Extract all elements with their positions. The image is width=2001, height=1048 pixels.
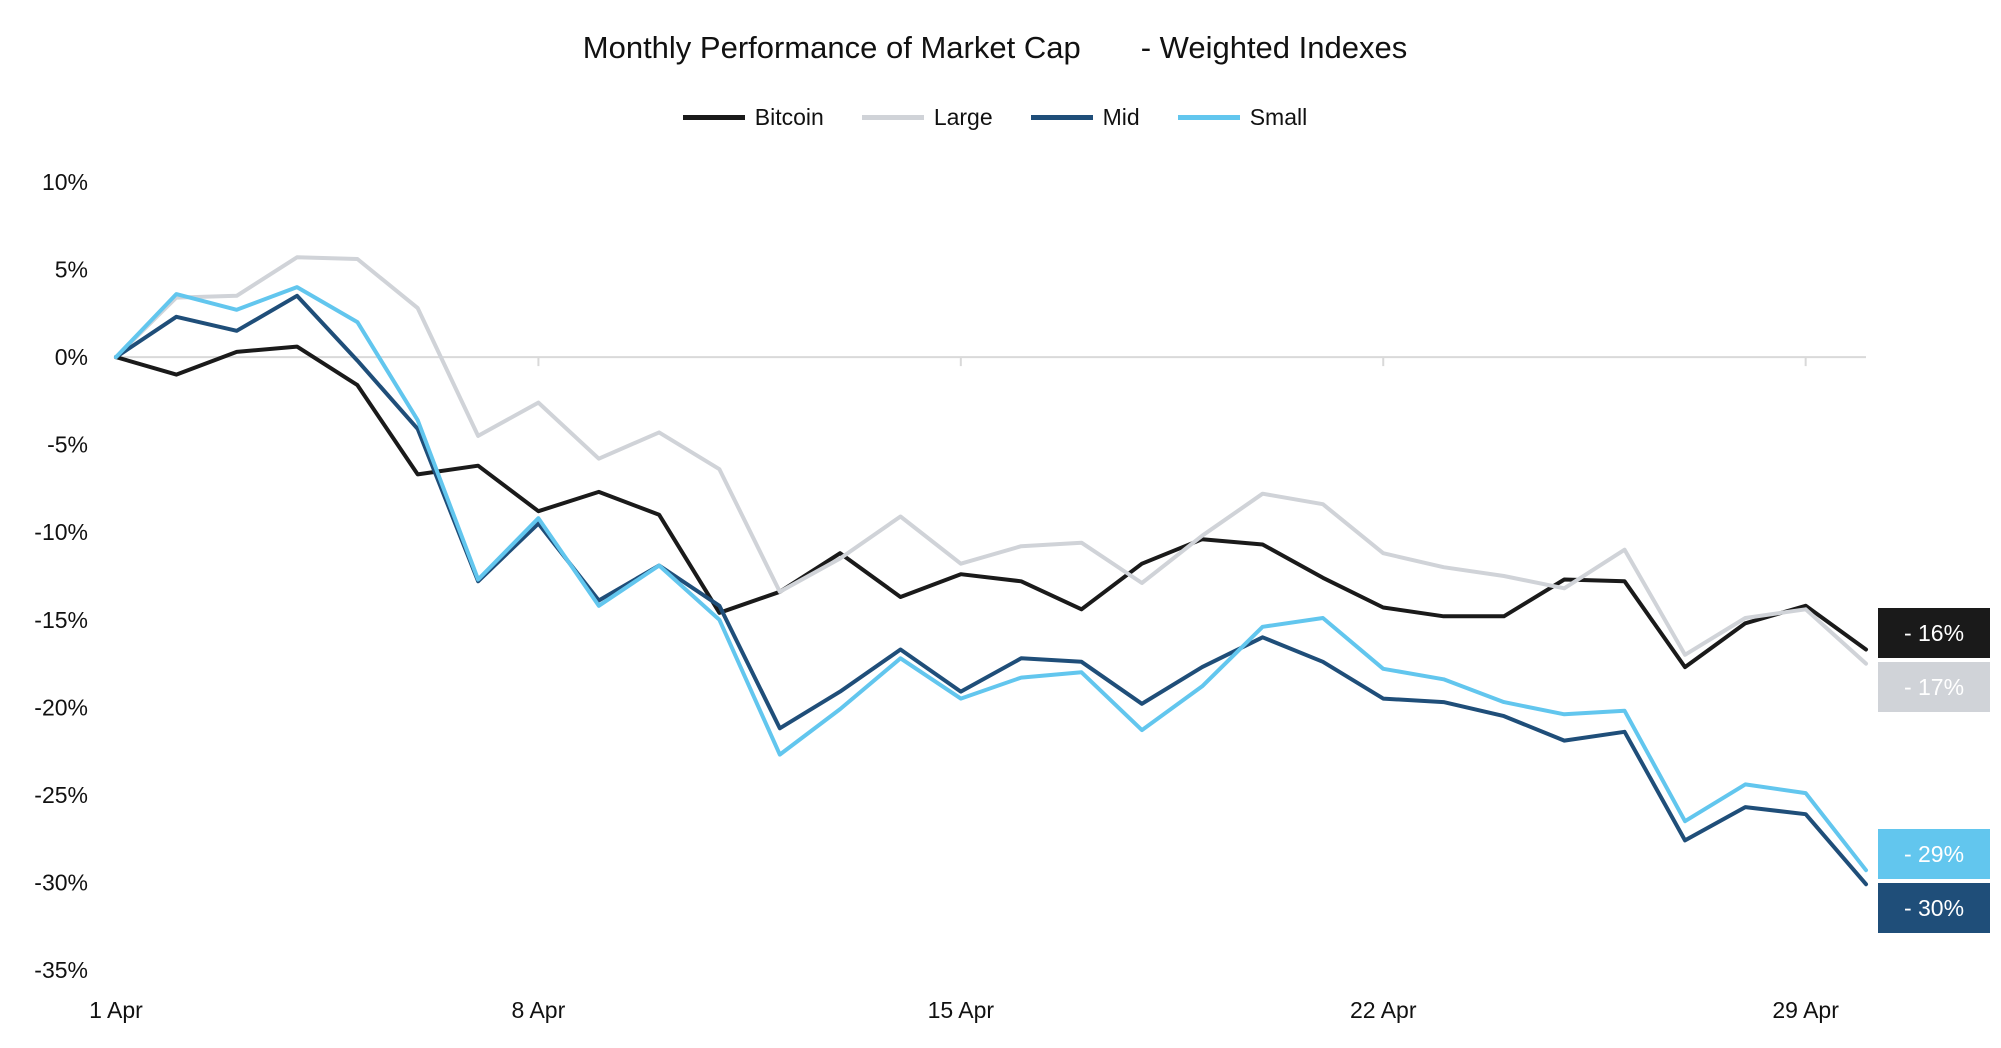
- legend-swatch-large: [861, 115, 924, 120]
- y-tick-label: -25%: [34, 782, 88, 808]
- legend-label-small: Small: [1249, 104, 1308, 130]
- x-tick-label: 8 Apr: [512, 997, 566, 1023]
- y-tick-label: 5%: [55, 257, 88, 283]
- legend-item-mid[interactable]: Mid: [1030, 104, 1140, 131]
- chart-legend: Bitcoin Large Mid Small: [0, 104, 1990, 131]
- x-tick-label: 22 Apr: [1350, 997, 1417, 1023]
- series-line-large: [114, 255, 1868, 666]
- y-tick-label: -10%: [34, 519, 88, 545]
- legend-label-large: Large: [933, 104, 993, 130]
- end-label-bitcoin: - 16%: [1904, 620, 1964, 646]
- legend-item-bitcoin[interactable]: Bitcoin: [682, 104, 824, 131]
- end-label-group: - 16% - 17% - 29% - 30%: [1878, 608, 1990, 933]
- end-label-box-bitcoin: [1878, 608, 1990, 658]
- end-label-box-small: [1878, 829, 1990, 879]
- legend-swatch-bitcoin: [682, 115, 745, 120]
- y-tick-label: -30%: [34, 869, 88, 895]
- legend-swatch-small: [1177, 115, 1240, 120]
- legend-label-bitcoin: Bitcoin: [754, 104, 824, 130]
- series-line-small: [114, 285, 1868, 873]
- end-label-box-large: [1878, 662, 1990, 712]
- end-label-large: - 17%: [1904, 674, 1964, 700]
- chart-title-part2: - Weighted Indexes: [1140, 30, 1408, 65]
- y-tick-label: -35%: [34, 957, 88, 983]
- y-tick-label: -5%: [47, 432, 88, 458]
- axis-group: 10% 5% 0% -5% -10% -15% -20% -25% -30% -35%1 Apr 8…: [34, 169, 1866, 1023]
- series-group: [114, 255, 1868, 887]
- x-tick-label: 15 Apr: [928, 997, 995, 1023]
- series-line-mid: [114, 293, 1868, 887]
- y-tick-label: -15%: [34, 607, 88, 633]
- end-label-box-mid: [1878, 883, 1990, 933]
- y-tick-label: -20%: [34, 694, 88, 720]
- x-tick-label: 1 Apr: [89, 997, 143, 1023]
- legend-label-mid: Mid: [1102, 104, 1140, 130]
- chart-title: Monthly Performance of Market Cap - Weigh…: [0, 30, 1990, 66]
- series-line-bitcoin: [114, 344, 1868, 670]
- legend-item-small[interactable]: Small: [1177, 104, 1308, 131]
- legend-swatch-mid: [1030, 115, 1093, 120]
- chart-title-part1: Monthly Performance of Market Cap: [582, 30, 1081, 65]
- x-tick-label: 29 Apr: [1772, 997, 1839, 1023]
- y-tick-label: 0%: [55, 344, 88, 370]
- y-tick-label: 10%: [42, 169, 88, 195]
- legend-item-large[interactable]: Large: [861, 104, 993, 131]
- end-label-small: - 29%: [1904, 841, 1964, 867]
- end-label-mid: - 30%: [1904, 895, 1964, 921]
